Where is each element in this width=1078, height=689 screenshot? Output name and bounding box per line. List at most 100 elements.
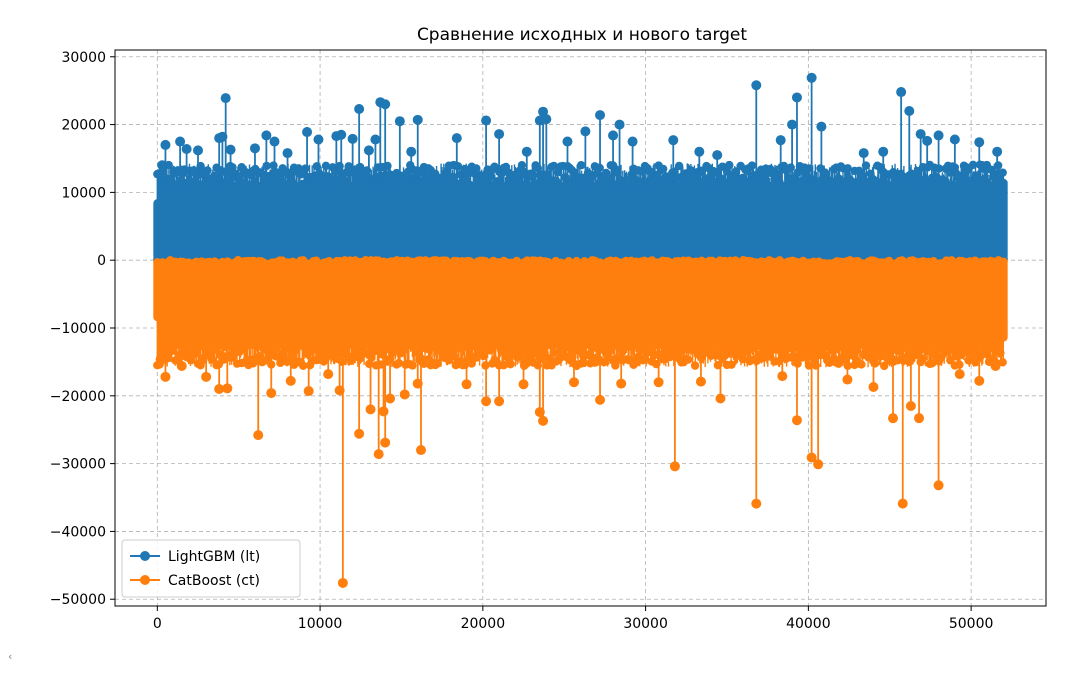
series-point bbox=[878, 146, 889, 157]
series-point bbox=[354, 428, 365, 439]
series-point bbox=[933, 480, 944, 491]
series-point bbox=[380, 437, 391, 448]
series-point bbox=[715, 393, 726, 404]
series-marker bbox=[269, 161, 278, 170]
scroll-left-icon[interactable]: ‹ bbox=[8, 650, 13, 663]
series-marker bbox=[973, 173, 982, 182]
series-point bbox=[842, 374, 853, 385]
series-point bbox=[751, 80, 762, 91]
series-point bbox=[905, 400, 916, 411]
series-marker bbox=[506, 359, 515, 369]
series-point bbox=[378, 406, 389, 417]
series-point bbox=[160, 371, 171, 382]
series-point bbox=[791, 415, 802, 426]
series-marker bbox=[645, 167, 654, 176]
series-marker bbox=[485, 172, 495, 182]
series-point bbox=[712, 150, 723, 161]
series-marker bbox=[476, 344, 486, 353]
series-marker bbox=[927, 359, 937, 368]
series-point bbox=[580, 126, 591, 137]
series-marker bbox=[262, 344, 271, 353]
series-marker bbox=[759, 172, 768, 182]
series-marker bbox=[617, 347, 627, 357]
y-tick-label: 20000 bbox=[61, 118, 106, 134]
series-point bbox=[214, 384, 225, 395]
y-tick-label: −50000 bbox=[50, 592, 106, 608]
series-point bbox=[896, 87, 907, 98]
series-point bbox=[481, 396, 492, 407]
series-marker bbox=[235, 172, 244, 181]
series-point bbox=[406, 146, 417, 157]
series-point bbox=[461, 379, 472, 390]
series-marker bbox=[394, 358, 404, 368]
x-tick-label: 0 bbox=[153, 616, 162, 632]
series-marker bbox=[786, 163, 795, 172]
x-tick-label: 30000 bbox=[623, 616, 668, 632]
series-point bbox=[595, 394, 606, 405]
series-point bbox=[888, 413, 899, 424]
series-marker bbox=[998, 168, 1007, 177]
series-marker bbox=[191, 349, 201, 358]
series-marker bbox=[545, 354, 554, 363]
series-marker bbox=[321, 161, 331, 170]
series-marker bbox=[278, 349, 287, 358]
series-point bbox=[415, 445, 426, 456]
series-marker bbox=[239, 344, 249, 354]
series-marker bbox=[827, 345, 837, 355]
series-point bbox=[922, 135, 933, 146]
series-marker bbox=[501, 346, 511, 355]
series-point bbox=[791, 92, 802, 103]
series-point bbox=[253, 430, 264, 441]
y-tick-label: −10000 bbox=[50, 321, 106, 337]
x-tick-label: 10000 bbox=[298, 616, 343, 632]
series-marker bbox=[485, 346, 495, 355]
series-edge bbox=[153, 260, 162, 322]
series-point bbox=[365, 404, 376, 415]
series-edge bbox=[999, 260, 1008, 342]
series-marker bbox=[720, 177, 729, 187]
series-marker bbox=[834, 174, 843, 183]
series-point bbox=[222, 383, 233, 394]
series-point bbox=[974, 375, 985, 386]
series-marker bbox=[472, 164, 481, 173]
x-tick-label: 50000 bbox=[949, 616, 994, 632]
series-point bbox=[220, 93, 231, 104]
series-marker bbox=[948, 345, 957, 354]
series-point bbox=[285, 375, 296, 386]
series-marker bbox=[843, 164, 852, 173]
series-marker bbox=[658, 164, 668, 174]
series-point bbox=[669, 461, 680, 472]
series-marker bbox=[422, 344, 431, 353]
series-marker bbox=[699, 176, 709, 186]
series-point bbox=[694, 146, 705, 157]
series-marker bbox=[852, 177, 862, 187]
series-marker bbox=[674, 161, 684, 171]
series-marker bbox=[422, 172, 431, 182]
series-marker bbox=[326, 177, 335, 186]
series-point bbox=[370, 134, 381, 145]
series-point bbox=[373, 449, 384, 460]
series-marker bbox=[725, 160, 734, 170]
series-point bbox=[160, 139, 171, 150]
series-point bbox=[261, 130, 272, 141]
series-marker bbox=[408, 361, 417, 370]
series-marker bbox=[870, 177, 880, 186]
series-point bbox=[933, 130, 944, 141]
series-marker bbox=[665, 177, 675, 186]
series-point bbox=[616, 378, 627, 389]
series-marker bbox=[517, 347, 527, 357]
series-marker bbox=[686, 165, 695, 175]
series-marker bbox=[319, 177, 328, 187]
series-point bbox=[806, 72, 817, 83]
series-point bbox=[614, 119, 625, 130]
series-point bbox=[990, 360, 1001, 371]
series-marker bbox=[923, 346, 932, 356]
series-marker bbox=[447, 172, 456, 182]
series-point bbox=[451, 133, 462, 144]
series-point bbox=[608, 130, 619, 141]
series-point bbox=[412, 114, 423, 125]
series-point bbox=[914, 413, 925, 424]
series-marker bbox=[549, 161, 559, 171]
series-marker bbox=[390, 346, 399, 356]
